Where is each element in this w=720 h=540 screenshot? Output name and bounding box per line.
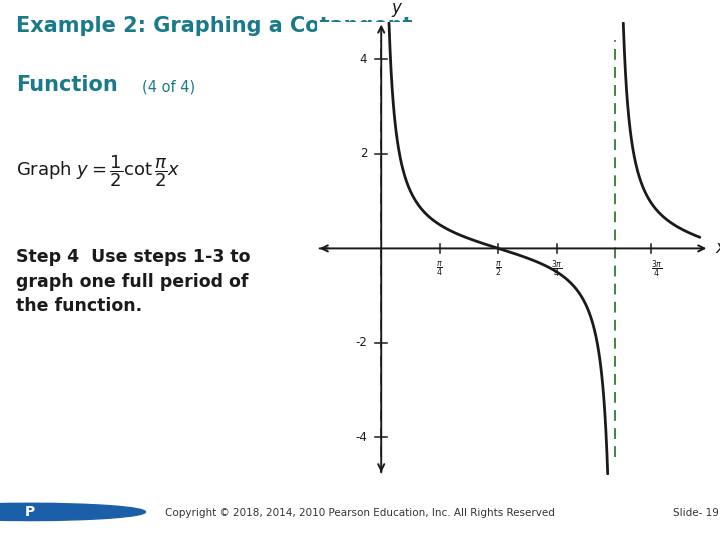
Text: Pearson: Pearson <box>54 509 96 519</box>
Text: Function: Function <box>16 75 118 95</box>
Text: Slide- 19: Slide- 19 <box>673 508 719 518</box>
Text: Graph $y = \dfrac{1}{2}\cot\dfrac{\pi}{2}x$: Graph $y = \dfrac{1}{2}\cot\dfrac{\pi}{2… <box>16 153 181 189</box>
Text: -4: -4 <box>355 431 367 444</box>
Circle shape <box>0 503 145 521</box>
Text: -2: -2 <box>355 336 367 349</box>
Text: $y$: $y$ <box>390 1 403 19</box>
Text: P: P <box>25 505 35 519</box>
Text: $\frac{3\pi}{4}$: $\frac{3\pi}{4}$ <box>651 259 662 280</box>
Text: Example 2: Graphing a Cotangent: Example 2: Graphing a Cotangent <box>16 16 413 36</box>
Text: $\frac{\pi}{2}$: $\frac{\pi}{2}$ <box>495 259 502 278</box>
Text: Step 4  Use steps 1-3 to
graph one full period of
the function.: Step 4 Use steps 1-3 to graph one full p… <box>16 248 251 315</box>
Text: $\frac{3\pi}{4}$: $\frac{3\pi}{4}$ <box>551 259 563 280</box>
Text: 2: 2 <box>360 147 367 160</box>
Text: $\frac{\pi}{4}$: $\frac{\pi}{4}$ <box>436 259 444 278</box>
Text: 4: 4 <box>360 53 367 66</box>
Text: $x$: $x$ <box>715 239 720 258</box>
Text: (4 of 4): (4 of 4) <box>142 80 195 94</box>
Text: Copyright © 2018, 2014, 2010 Pearson Education, Inc. All Rights Reserved: Copyright © 2018, 2014, 2010 Pearson Edu… <box>165 508 555 518</box>
